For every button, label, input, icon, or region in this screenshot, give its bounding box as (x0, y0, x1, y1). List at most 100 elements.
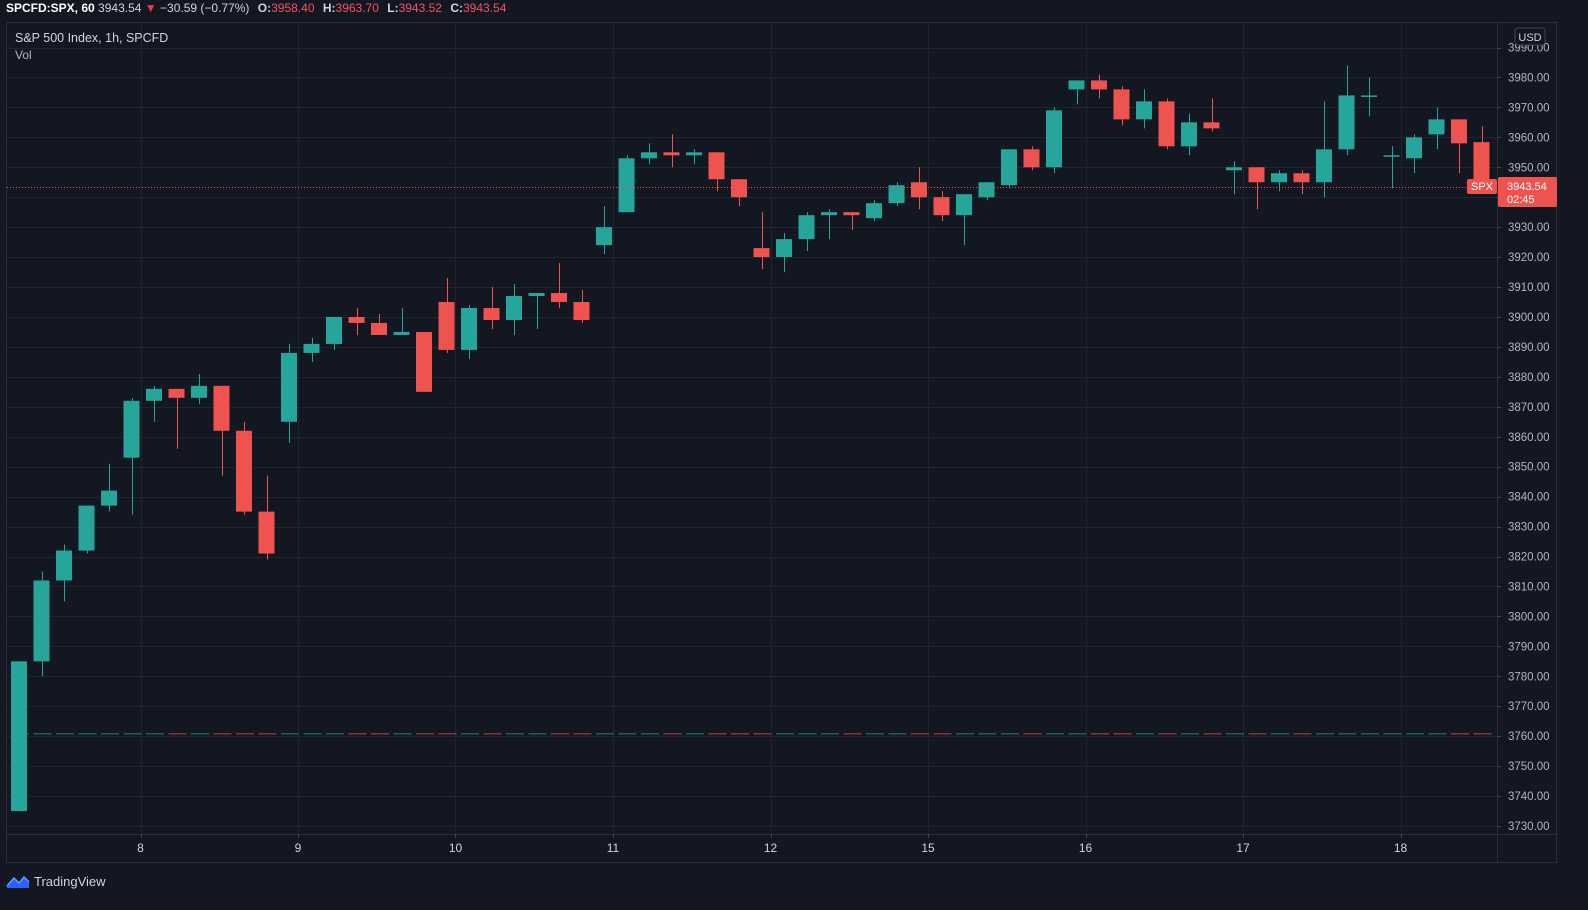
volume-bar (708, 733, 727, 735)
candle (78, 505, 95, 554)
price-tick-label: 3800.00 (1508, 611, 1550, 623)
candle (393, 307, 410, 335)
volume-bar (168, 733, 187, 735)
time-axis[interactable]: 8 9 10 11 12 15 16 17 18 (137, 834, 1407, 855)
last-price-tag: SPX 3943.54 02:45 (1467, 177, 1557, 207)
candle (1406, 134, 1422, 174)
candle-body (303, 343, 320, 353)
currency-button[interactable]: USD (1514, 27, 1546, 46)
candle-body (1091, 80, 1107, 90)
candle (933, 191, 950, 222)
high-value: 3963.70 (335, 1, 379, 15)
price-tick-label: 3910.00 (1508, 282, 1550, 294)
volume-bar (416, 733, 434, 735)
volume-bar (753, 733, 772, 735)
volume-legend[interactable]: Vol (15, 48, 32, 62)
candle (461, 305, 477, 359)
volume-bar (146, 733, 164, 735)
candle (1338, 65, 1355, 156)
candle-body (1293, 173, 1310, 183)
price-tick-label: 3750.00 (1508, 761, 1550, 773)
price-tag-countdown: 02:45 (1507, 194, 1535, 206)
candle (1001, 149, 1017, 189)
volume-bar (213, 733, 232, 735)
candle (1316, 101, 1332, 198)
candle-body (1136, 101, 1152, 120)
candle (1271, 170, 1287, 192)
price-tick-label: 3810.00 (1508, 581, 1550, 593)
volume-bar (393, 733, 412, 735)
candle (956, 194, 972, 246)
candle (1361, 77, 1377, 117)
volume-bar (258, 733, 277, 735)
candle (348, 307, 365, 335)
volume-bar (1181, 733, 1199, 735)
candle (11, 661, 27, 812)
candle-body (731, 179, 747, 198)
candle-body (911, 182, 927, 198)
volume-bar (1428, 733, 1447, 735)
candle (438, 278, 455, 353)
high-label: H: (322, 1, 336, 15)
currency-label: USD (1518, 32, 1541, 44)
volume-bar (1136, 733, 1154, 735)
candle-body (956, 194, 972, 216)
candle-body (1158, 101, 1175, 147)
last-price: 3943.54 (98, 1, 142, 15)
volume-bar (1226, 733, 1244, 735)
candle (686, 149, 702, 165)
time-tick-label: 15 (921, 841, 935, 855)
price-tick-label: 3840.00 (1508, 492, 1550, 504)
candle-body (393, 331, 410, 335)
candle (708, 152, 725, 192)
time-tick-label: 17 (1236, 841, 1250, 855)
symbol-header: SPCFD:SPX, 60 3943.54 ▼ −30.59 (−0.77%) … (0, 0, 1588, 18)
volume-bar (618, 733, 637, 735)
candle-body (978, 182, 995, 198)
candle (1428, 107, 1445, 150)
volume-bar (663, 733, 682, 735)
volume-bar (1406, 733, 1424, 735)
volume-bar (191, 733, 209, 735)
candle-body (371, 322, 387, 335)
price-axis[interactable]: 3730.00 3740.00 3750.00 3760.00 3770.00 3780.… (1497, 43, 1550, 834)
candle-body (101, 490, 117, 506)
candle (1113, 86, 1130, 126)
candle (303, 337, 320, 362)
candle-body (1248, 167, 1265, 183)
candle-body (1023, 149, 1040, 168)
candle-body (663, 152, 680, 156)
candle (1023, 146, 1040, 171)
candle-body (281, 352, 297, 422)
candle (483, 287, 500, 329)
volume-bar (303, 733, 322, 735)
candle-body (1451, 119, 1467, 144)
price-tick-label: 3970.00 (1508, 102, 1550, 114)
candle-body (1473, 142, 1490, 187)
candle-body (821, 212, 837, 216)
open-value: 3958.40 (271, 1, 315, 15)
chart-legend-title[interactable]: S&P 500 Index, 1h, SPCFD (15, 31, 169, 45)
candle (911, 167, 927, 210)
volume-bar (1316, 733, 1334, 735)
candle-body (1428, 119, 1445, 135)
low-value: 3943.52 (398, 1, 442, 15)
candle (416, 331, 432, 392)
candles (11, 65, 1490, 812)
symbol-name[interactable]: SPCFD:SPX, 60 (6, 1, 95, 15)
candle (33, 571, 50, 677)
footer-brand[interactable]: TradingView (6, 872, 106, 890)
candle-body (753, 248, 770, 258)
candle (258, 475, 275, 560)
volume-bar (596, 733, 614, 735)
candle (1046, 107, 1062, 174)
volume-bar (978, 733, 997, 735)
candle-body (798, 215, 815, 240)
candle-body (348, 316, 365, 323)
candle-body (1383, 155, 1400, 157)
volume-bar (56, 733, 74, 735)
candle (776, 233, 792, 273)
candle-body (258, 511, 275, 554)
price-tick-label: 3820.00 (1508, 552, 1550, 564)
